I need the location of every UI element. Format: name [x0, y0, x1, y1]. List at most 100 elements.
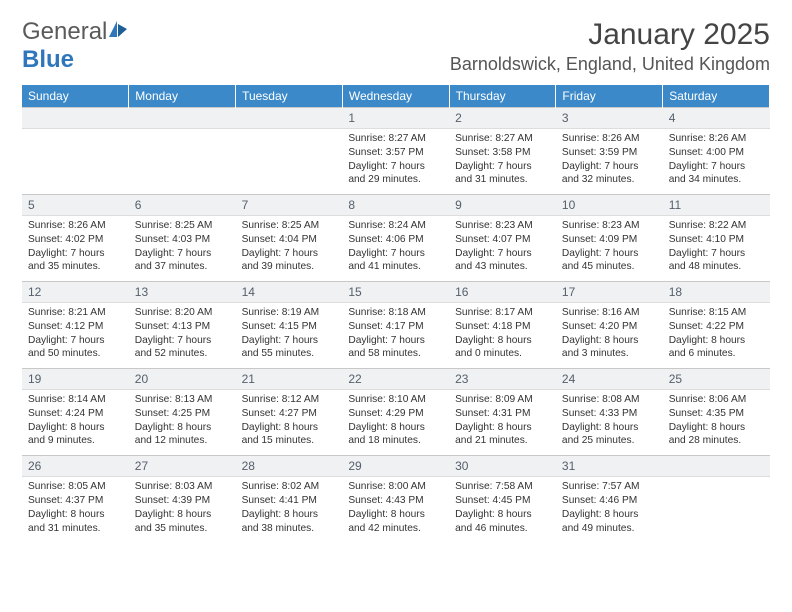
day-line: Sunrise: 8:24 AM [348, 219, 443, 233]
day-line: Daylight: 8 hours [348, 421, 443, 435]
day-number: 12 [22, 282, 129, 303]
day-line: Sunrise: 8:23 AM [455, 219, 550, 233]
day-data: Sunrise: 8:09 AMSunset: 4:31 PMDaylight:… [449, 390, 556, 455]
day-line: Sunrise: 8:26 AM [562, 132, 657, 146]
day-data [663, 477, 770, 539]
day-line: Sunset: 4:10 PM [669, 233, 764, 247]
day-line: Daylight: 7 hours [28, 247, 123, 261]
calendar-cell: 12Sunrise: 8:21 AMSunset: 4:12 PMDayligh… [22, 282, 129, 369]
weekday-header: Friday [556, 85, 663, 108]
day-line: Daylight: 8 hours [455, 334, 550, 348]
day-number: 8 [342, 195, 449, 216]
day-line: Sunrise: 8:14 AM [28, 393, 123, 407]
day-line: and 49 minutes. [562, 522, 657, 536]
calendar-cell: 5Sunrise: 8:26 AMSunset: 4:02 PMDaylight… [22, 195, 129, 282]
calendar-cell: 25Sunrise: 8:06 AMSunset: 4:35 PMDayligh… [663, 369, 770, 456]
day-line: and 31 minutes. [28, 522, 123, 536]
day-number: 13 [129, 282, 236, 303]
day-number: 18 [663, 282, 770, 303]
day-line: Sunrise: 8:25 AM [242, 219, 337, 233]
calendar-cell: 3Sunrise: 8:26 AMSunset: 3:59 PMDaylight… [556, 108, 663, 195]
day-line: Sunrise: 8:17 AM [455, 306, 550, 320]
day-number: 15 [342, 282, 449, 303]
day-line: and 31 minutes. [455, 173, 550, 187]
calendar-cell: 15Sunrise: 8:18 AMSunset: 4:17 PMDayligh… [342, 282, 449, 369]
day-line: Daylight: 8 hours [135, 421, 230, 435]
day-data: Sunrise: 8:27 AMSunset: 3:58 PMDaylight:… [449, 129, 556, 194]
day-data: Sunrise: 8:26 AMSunset: 3:59 PMDaylight:… [556, 129, 663, 194]
day-data: Sunrise: 8:23 AMSunset: 4:07 PMDaylight:… [449, 216, 556, 281]
day-line: Sunrise: 8:27 AM [455, 132, 550, 146]
day-line: Sunset: 4:39 PM [135, 494, 230, 508]
day-line: Sunrise: 8:02 AM [242, 480, 337, 494]
day-number: 25 [663, 369, 770, 390]
weekday-header: Thursday [449, 85, 556, 108]
day-line: Sunrise: 7:57 AM [562, 480, 657, 494]
day-number: 26 [22, 456, 129, 477]
day-line: Sunset: 4:25 PM [135, 407, 230, 421]
calendar-cell: 22Sunrise: 8:10 AMSunset: 4:29 PMDayligh… [342, 369, 449, 456]
day-line: Sunset: 4:00 PM [669, 146, 764, 160]
brand-text: GeneralBlue [22, 18, 129, 74]
calendar-table: Sunday Monday Tuesday Wednesday Thursday… [22, 85, 770, 542]
day-line: and 41 minutes. [348, 260, 443, 274]
day-data: Sunrise: 8:15 AMSunset: 4:22 PMDaylight:… [663, 303, 770, 368]
page-title: January 2025 [450, 18, 770, 52]
day-line: Sunrise: 7:58 AM [455, 480, 550, 494]
calendar-cell: 7Sunrise: 8:25 AMSunset: 4:04 PMDaylight… [236, 195, 343, 282]
day-data: Sunrise: 8:06 AMSunset: 4:35 PMDaylight:… [663, 390, 770, 455]
day-line: Daylight: 8 hours [135, 508, 230, 522]
calendar-cell: 20Sunrise: 8:13 AMSunset: 4:25 PMDayligh… [129, 369, 236, 456]
day-line: and 38 minutes. [242, 522, 337, 536]
day-line: Sunrise: 8:26 AM [28, 219, 123, 233]
day-line: Daylight: 8 hours [669, 421, 764, 435]
day-number: 20 [129, 369, 236, 390]
day-line: Sunset: 4:33 PM [562, 407, 657, 421]
calendar-cell: 26Sunrise: 8:05 AMSunset: 4:37 PMDayligh… [22, 456, 129, 543]
day-line: and 42 minutes. [348, 522, 443, 536]
day-line: Sunrise: 8:19 AM [242, 306, 337, 320]
day-number: 21 [236, 369, 343, 390]
day-line: Daylight: 8 hours [669, 334, 764, 348]
day-line: Daylight: 7 hours [455, 247, 550, 261]
calendar-cell: 31Sunrise: 7:57 AMSunset: 4:46 PMDayligh… [556, 456, 663, 543]
day-data: Sunrise: 8:26 AMSunset: 4:00 PMDaylight:… [663, 129, 770, 194]
brand-sail-icon [107, 18, 129, 46]
day-data: Sunrise: 8:20 AMSunset: 4:13 PMDaylight:… [129, 303, 236, 368]
day-data [129, 129, 236, 191]
day-number: 19 [22, 369, 129, 390]
day-line: Daylight: 8 hours [28, 421, 123, 435]
day-number: 2 [449, 108, 556, 129]
calendar-cell: 21Sunrise: 8:12 AMSunset: 4:27 PMDayligh… [236, 369, 343, 456]
day-line: and 9 minutes. [28, 434, 123, 448]
calendar-row: 12Sunrise: 8:21 AMSunset: 4:12 PMDayligh… [22, 282, 770, 369]
day-line: Daylight: 7 hours [348, 247, 443, 261]
day-data: Sunrise: 8:05 AMSunset: 4:37 PMDaylight:… [22, 477, 129, 542]
day-line: Sunset: 4:07 PM [455, 233, 550, 247]
calendar-row: 5Sunrise: 8:26 AMSunset: 4:02 PMDaylight… [22, 195, 770, 282]
day-number: 9 [449, 195, 556, 216]
calendar-cell: 17Sunrise: 8:16 AMSunset: 4:20 PMDayligh… [556, 282, 663, 369]
day-data: Sunrise: 8:21 AMSunset: 4:12 PMDaylight:… [22, 303, 129, 368]
day-number: 11 [663, 195, 770, 216]
day-line: and 52 minutes. [135, 347, 230, 361]
day-line: Daylight: 8 hours [562, 334, 657, 348]
day-line: Daylight: 7 hours [135, 334, 230, 348]
calendar-cell: 4Sunrise: 8:26 AMSunset: 4:00 PMDaylight… [663, 108, 770, 195]
day-line: and 58 minutes. [348, 347, 443, 361]
day-line: Daylight: 8 hours [455, 508, 550, 522]
day-number: 31 [556, 456, 663, 477]
day-number: 3 [556, 108, 663, 129]
day-line: Sunrise: 8:18 AM [348, 306, 443, 320]
day-line: Daylight: 7 hours [669, 160, 764, 174]
day-line: Daylight: 8 hours [562, 508, 657, 522]
calendar-cell [663, 456, 770, 543]
day-line: Sunrise: 8:23 AM [562, 219, 657, 233]
day-line: Sunset: 4:06 PM [348, 233, 443, 247]
weekday-header: Sunday [22, 85, 129, 108]
day-line: and 18 minutes. [348, 434, 443, 448]
day-line: and 21 minutes. [455, 434, 550, 448]
day-line: Daylight: 8 hours [28, 508, 123, 522]
day-data: Sunrise: 8:23 AMSunset: 4:09 PMDaylight:… [556, 216, 663, 281]
day-line: Sunset: 4:15 PM [242, 320, 337, 334]
